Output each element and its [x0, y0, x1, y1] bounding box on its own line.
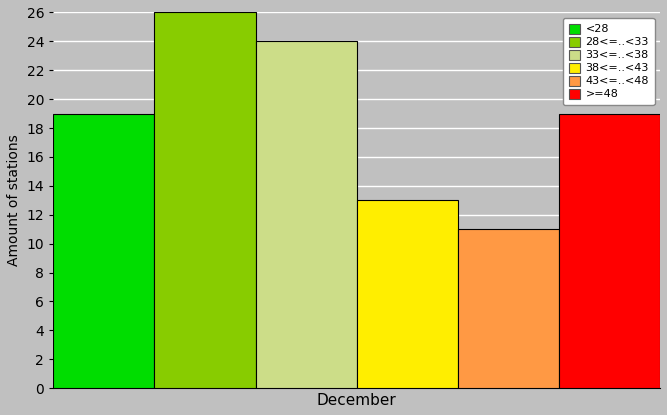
Bar — [559, 114, 660, 388]
Bar — [53, 114, 154, 388]
Bar — [458, 229, 559, 388]
Bar — [154, 12, 255, 388]
Bar — [357, 200, 458, 388]
Bar — [255, 42, 357, 388]
Y-axis label: Amount of stations: Amount of stations — [7, 134, 21, 266]
Legend: <28, 28<=..<33, 33<=..<38, 38<=..<43, 43<=..<48, >=48: <28, 28<=..<33, 33<=..<38, 38<=..<43, 43… — [563, 18, 654, 105]
